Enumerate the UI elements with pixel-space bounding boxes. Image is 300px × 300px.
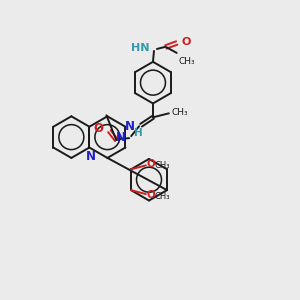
Text: N: N [125,120,135,133]
Text: HN: HN [130,43,149,53]
Text: CH₃: CH₃ [155,192,170,201]
Text: CH₃: CH₃ [179,57,195,66]
Text: O: O [147,159,156,170]
Text: N: N [86,149,96,163]
Text: O: O [93,122,103,135]
Text: CH₃: CH₃ [155,161,170,170]
Text: N: N [116,130,126,144]
Text: O: O [182,37,191,47]
Text: CH₃: CH₃ [172,108,188,117]
Text: H: H [134,128,143,138]
Text: O: O [147,190,156,200]
